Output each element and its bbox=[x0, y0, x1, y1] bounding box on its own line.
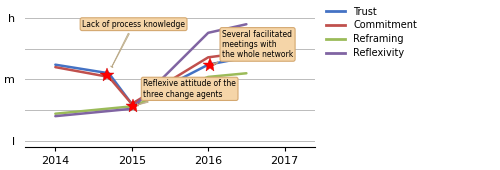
Text: Lack of process knowledge: Lack of process knowledge bbox=[82, 20, 185, 67]
Text: Reflexive attitude of the
three change agents: Reflexive attitude of the three change a… bbox=[138, 79, 236, 106]
Text: Several facilitated
meetings with
the whole network: Several facilitated meetings with the wh… bbox=[214, 30, 293, 65]
Legend: Trust, Commitment, Reframing, Reflexivity: Trust, Commitment, Reframing, Reflexivit… bbox=[323, 4, 420, 61]
